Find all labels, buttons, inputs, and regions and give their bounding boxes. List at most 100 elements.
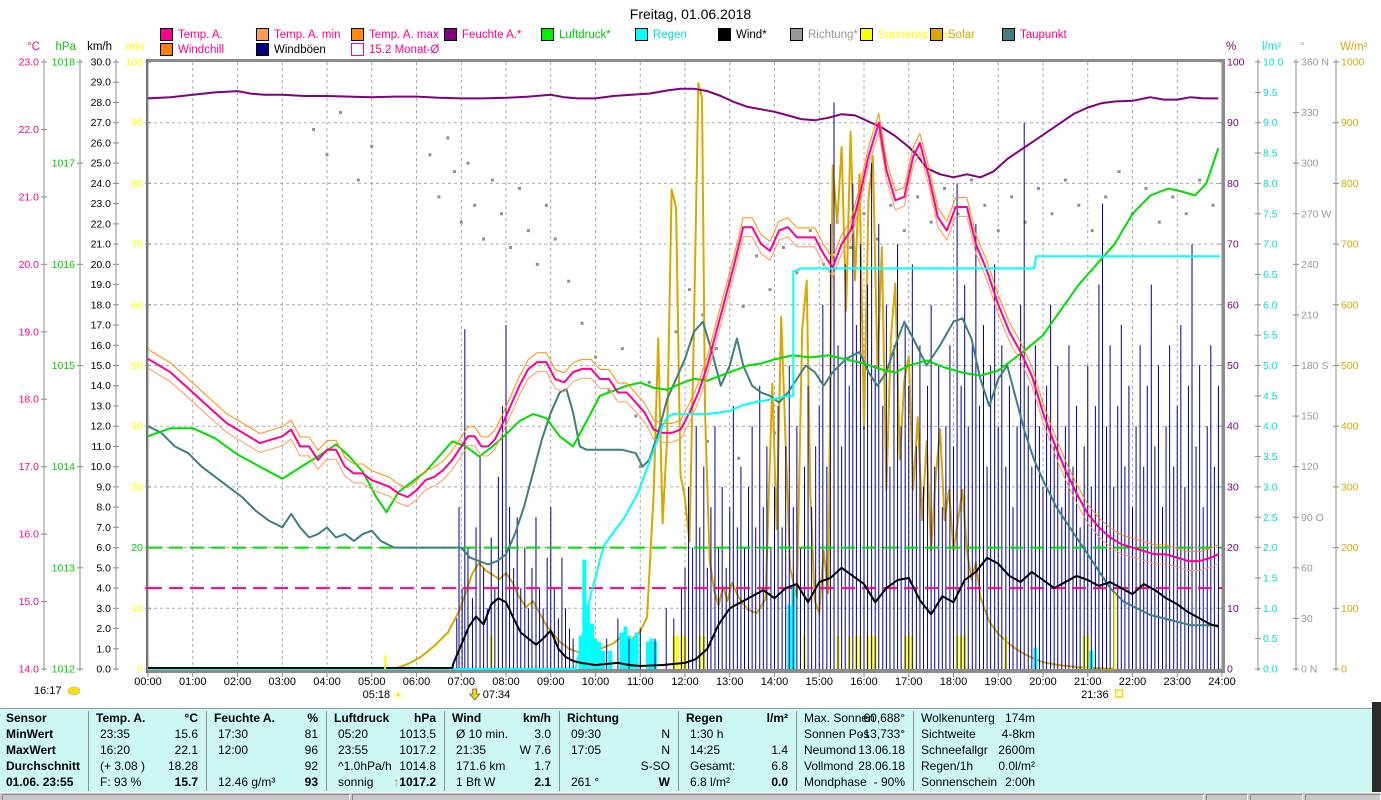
axis-label-lm2: 1.0 xyxy=(1263,603,1278,615)
series-richtung-dot xyxy=(1157,220,1161,224)
axis-label-wm2: 500 xyxy=(1341,360,1359,372)
axis-label-lm2: 9.5 xyxy=(1263,87,1278,99)
axis-label-hpa: 1014 xyxy=(52,461,76,473)
x-tick-label: 02:00 xyxy=(224,676,252,688)
legend-label: Luftdruck* xyxy=(559,28,611,41)
table-separator xyxy=(88,711,89,791)
legend-label: Temp. A. max xyxy=(369,28,439,41)
regen-swatch-icon xyxy=(635,28,648,41)
x-tick-label: 20:00 xyxy=(1029,676,1057,688)
axis-label-min: 0 xyxy=(137,664,143,676)
axis-label-deg: 120 xyxy=(1301,461,1319,473)
axis-label-kmh: 17.0 xyxy=(91,320,112,332)
feuchte-value: 81 xyxy=(304,727,318,741)
axis-label-pct: 90 xyxy=(1227,117,1239,129)
regen-label: 14:25 xyxy=(690,743,721,757)
axis-label-lm2: 9.0 xyxy=(1263,117,1278,129)
series-richtung-dot xyxy=(1171,195,1175,199)
axis-label-min: 100 xyxy=(125,57,143,69)
axis-label-c: 18.0 xyxy=(19,394,40,406)
x-tick-label: 11:00 xyxy=(627,676,654,688)
table-separator xyxy=(913,711,914,791)
wind-value: 3.0 xyxy=(534,727,551,741)
series-richtung-dot xyxy=(634,414,638,418)
astro-value: 28.06.18 xyxy=(858,759,905,773)
richtung-value: S-SO xyxy=(640,759,670,773)
series-regen-bar xyxy=(649,638,654,669)
feuchte-label: 12:00 xyxy=(218,743,249,757)
series-sonnenschein-bar xyxy=(675,635,679,669)
regen-value: 1.4 xyxy=(771,743,788,757)
axis-label-c: 21.0 xyxy=(19,191,40,203)
axis-label-c: 16.0 xyxy=(19,529,40,541)
axis-label-wm2: 900 xyxy=(1341,117,1359,129)
row-label: MaxWert xyxy=(6,743,56,757)
temp-value: 15.7 xyxy=(174,775,198,789)
series-richtung-dot xyxy=(808,229,812,233)
row-label: Durchschnitt xyxy=(6,759,81,773)
axis-label-c: 20.0 xyxy=(19,259,40,271)
x-tick-label: 15:00 xyxy=(805,676,833,688)
axis-label-wm2: 300 xyxy=(1341,481,1359,493)
axis-unit-wm2: W/m² xyxy=(1340,41,1368,53)
axis-label-pct: 60 xyxy=(1227,299,1239,311)
axis-label-kmh: 6.0 xyxy=(96,542,111,554)
temp-a-max-swatch-icon xyxy=(351,28,364,41)
frame-bottom xyxy=(148,669,1225,673)
series-luftdruck xyxy=(147,147,1220,514)
series-richtung-dot xyxy=(714,347,718,351)
series-richtung-dot xyxy=(338,111,342,115)
legend-item-luftdruck: Luftdruck* xyxy=(541,28,611,41)
axis-label-lm2: 3.0 xyxy=(1263,481,1278,493)
axis-label-lm2: 2.0 xyxy=(1263,542,1278,554)
series-richtung-dot xyxy=(849,245,853,249)
series-richtung-dot xyxy=(535,262,539,266)
richtung-value: N xyxy=(661,743,670,757)
legend-item-richtung: Richtung* xyxy=(790,28,858,41)
series-regen-bar xyxy=(623,626,628,669)
series-regen-bar xyxy=(597,641,602,669)
axis-label-kmh: 0.0 xyxy=(96,664,111,676)
legend-label: Windböen xyxy=(274,43,326,56)
axis-label-kmh: 21.0 xyxy=(91,239,112,251)
axis-label-kmh: 19.0 xyxy=(91,279,112,291)
axis-label-lm2: 6.5 xyxy=(1263,269,1278,281)
axis-label-wm2: 700 xyxy=(1341,239,1359,251)
series-regen-bar xyxy=(578,635,583,669)
axis-label-wm2: 0 xyxy=(1341,664,1347,676)
feuchte-label: 17:30 xyxy=(218,727,249,741)
legend-item-solar: Solar xyxy=(930,28,975,41)
luftdruck-label: sonnig xyxy=(338,775,374,789)
status-bar-section-4 xyxy=(1305,794,1381,800)
atmos-value: 4-8km xyxy=(1001,727,1035,741)
legend-item-windchill: Windchill xyxy=(160,43,224,56)
col-unit-regen: l/m² xyxy=(766,711,788,725)
series-richtung-dot xyxy=(741,304,745,308)
axis-unit-lm2: l/m² xyxy=(1262,41,1281,53)
axis-label-lm2: 5.5 xyxy=(1263,330,1278,342)
axis-unit-min: min xyxy=(125,41,144,53)
series-richtung-dot xyxy=(370,144,374,148)
axis-label-kmh: 9.0 xyxy=(96,481,111,493)
axis-label-c: 23.0 xyxy=(19,57,40,69)
axis-label-kmh: 29.0 xyxy=(91,77,112,89)
wind-value: W 7.6 xyxy=(519,743,551,757)
astro-value: 13.06.18 xyxy=(858,743,905,757)
axis-label-kmh: 16.0 xyxy=(91,340,112,352)
regen-label: 6.8 l/m² xyxy=(690,775,731,789)
series-richtung-dot xyxy=(701,313,705,317)
col-unit-wind: km/h xyxy=(522,711,551,725)
axis-label-deg: 360 N xyxy=(1301,57,1329,69)
series-richtung-dot xyxy=(956,212,960,216)
windboeen-swatch-icon xyxy=(256,43,269,56)
axis-label-deg: 240 xyxy=(1301,259,1319,271)
x-tick-label: 13:00 xyxy=(716,676,744,688)
x-tick-label: 07:00 xyxy=(447,676,475,688)
series-richtung-dot xyxy=(482,237,486,241)
col-header-regen: Regen xyxy=(686,711,723,725)
series-richtung-dot xyxy=(1198,178,1202,182)
axis-label-min: 70 xyxy=(131,239,143,251)
axis-label-deg: 180 S xyxy=(1301,360,1328,372)
col-unit-temp: °C xyxy=(184,711,198,725)
series-regen-bar xyxy=(634,632,639,669)
